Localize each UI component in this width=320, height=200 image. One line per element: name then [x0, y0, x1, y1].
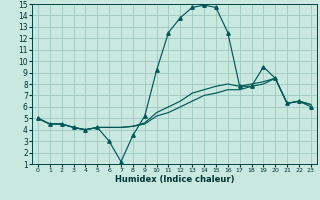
X-axis label: Humidex (Indice chaleur): Humidex (Indice chaleur): [115, 175, 234, 184]
